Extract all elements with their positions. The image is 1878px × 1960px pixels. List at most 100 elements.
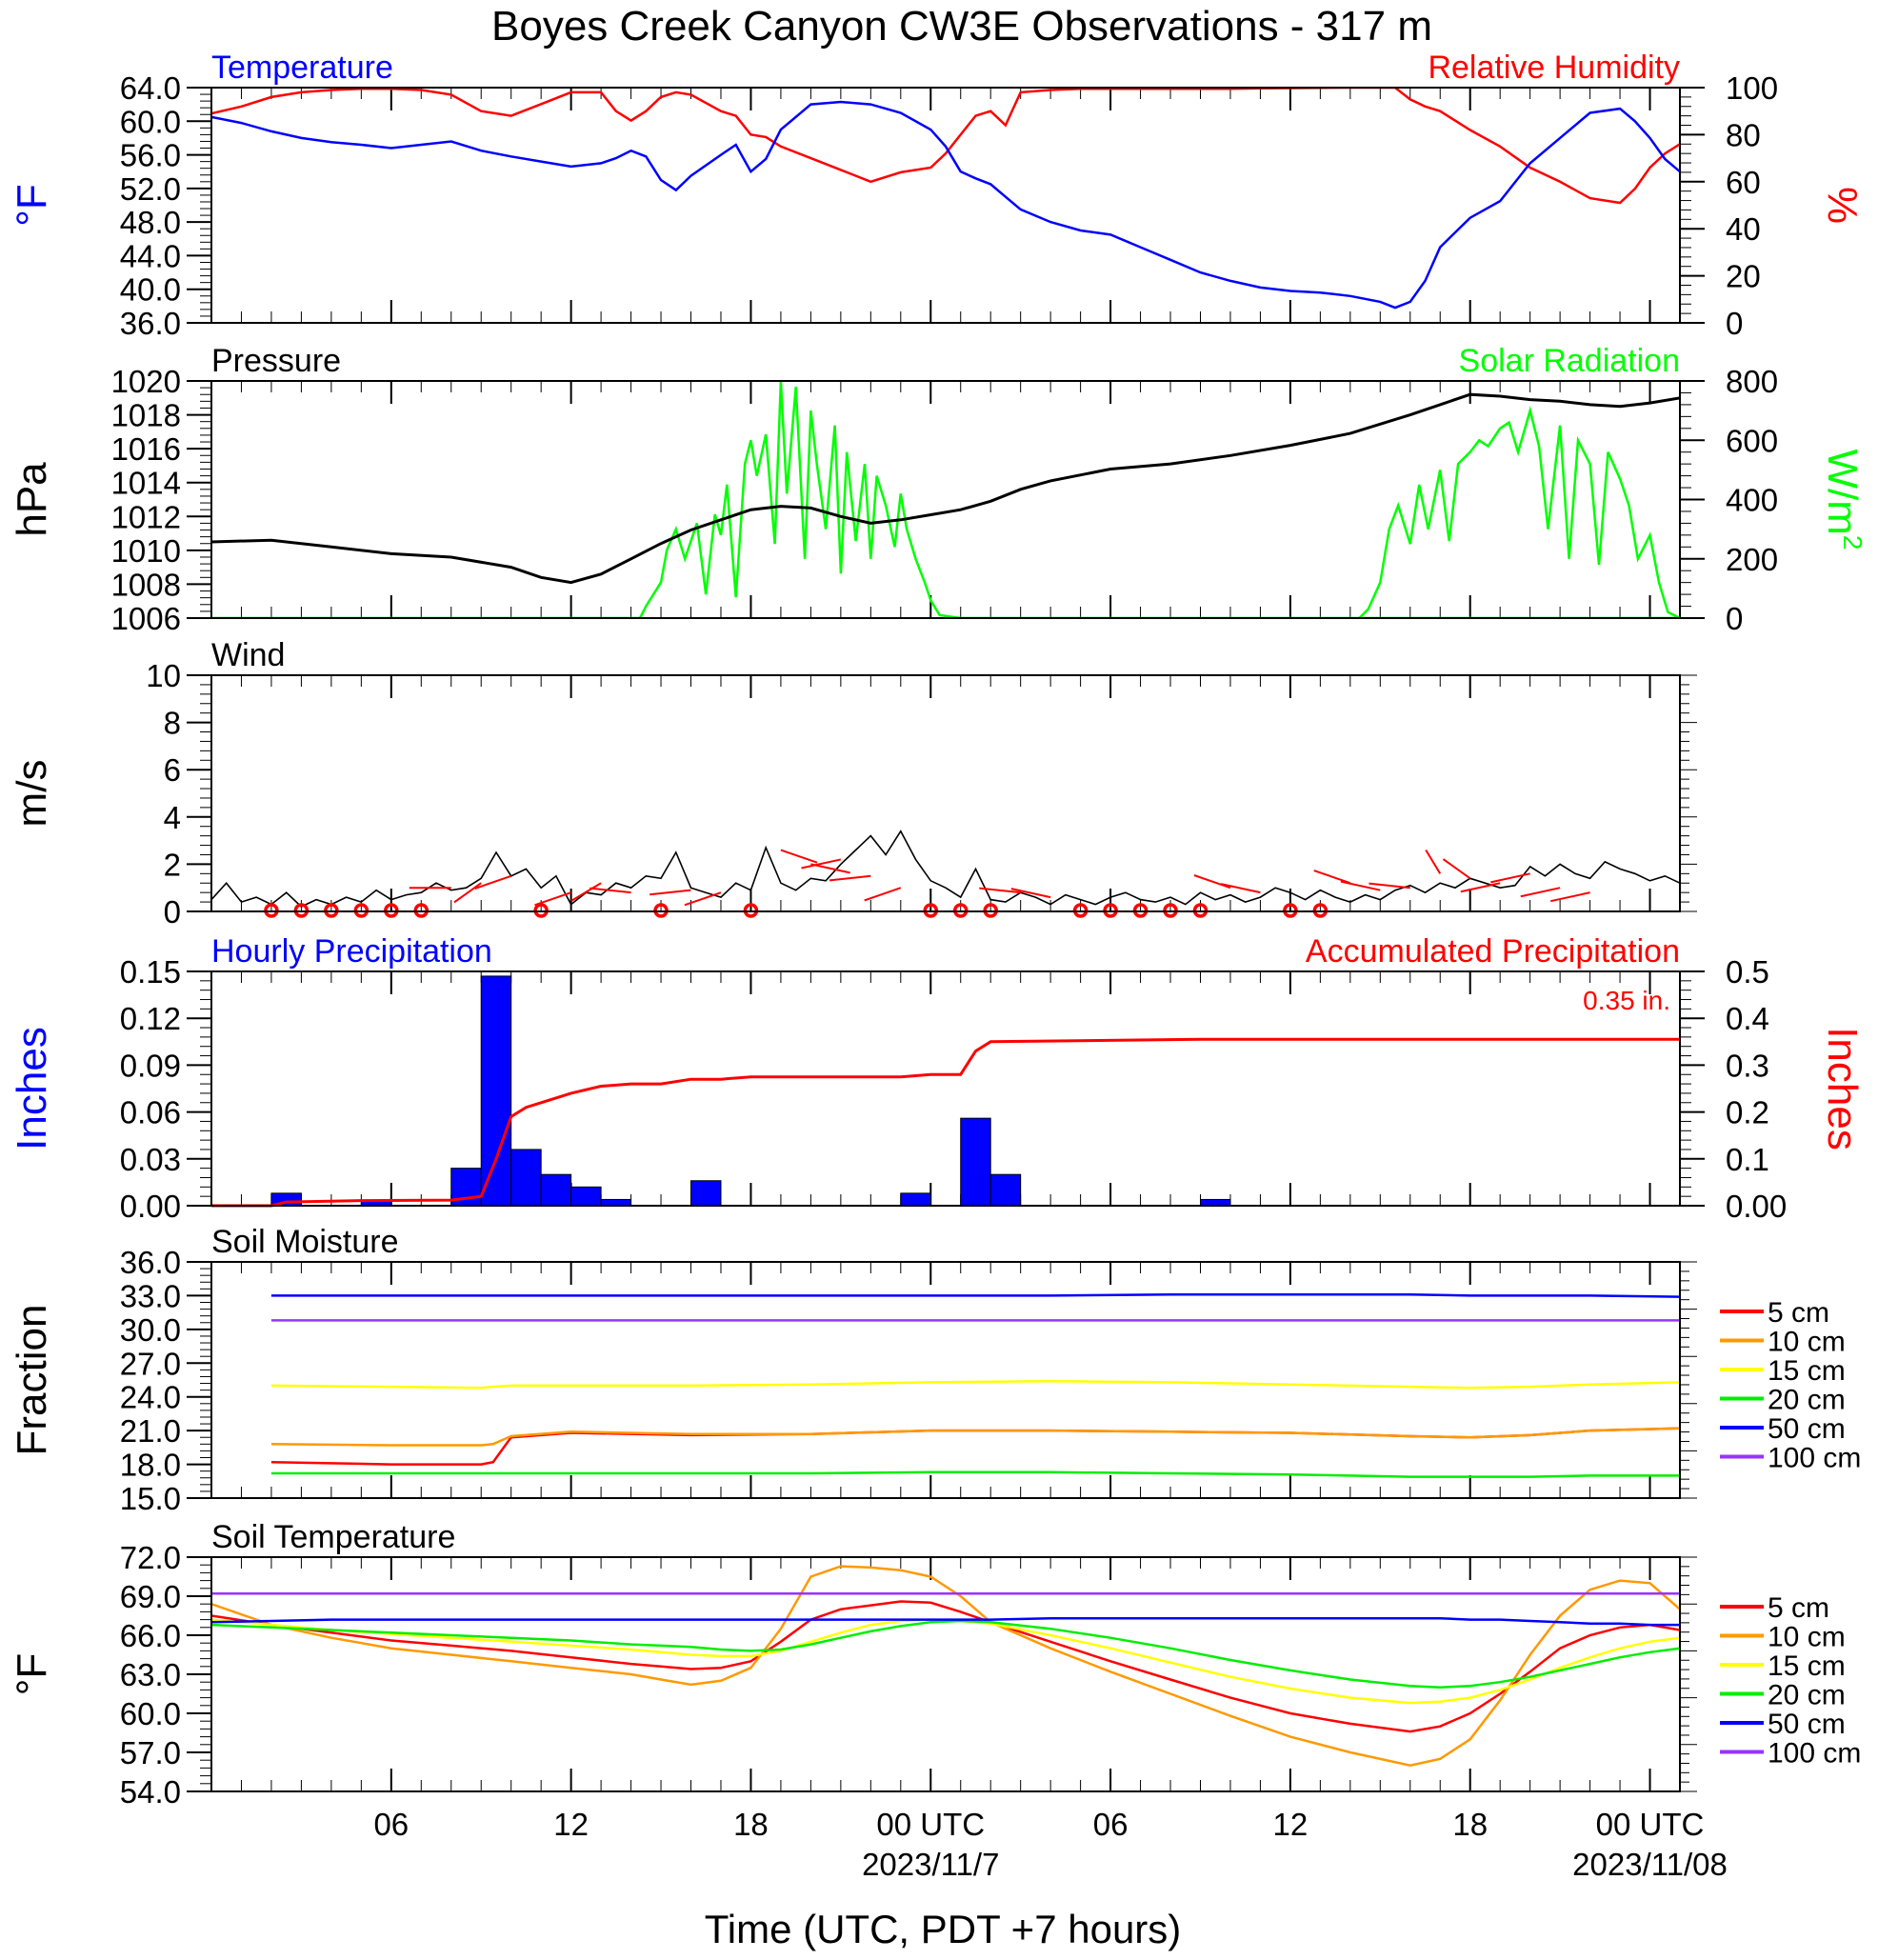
accumulated-total-label: 0.35 in. [1583, 986, 1670, 1015]
y-tick-label: 30.0 [120, 1312, 181, 1348]
precip-bar [900, 1192, 931, 1207]
x-date-label: 2023/11/08 [1572, 1847, 1728, 1882]
x-tick-label: 12 [553, 1807, 589, 1842]
wind-barb [1193, 874, 1231, 890]
humidity-line [211, 88, 1680, 205]
x-axis-label: Time (UTC, PDT +7 hours) [705, 1907, 1182, 1951]
x-tick-label: 00 UTC [876, 1807, 985, 1842]
y-tick-label: 54.0 [120, 1774, 181, 1810]
x-tick-label: 18 [1452, 1807, 1488, 1842]
wind-panel: 0 2 4 6 8 10 Wind m/s [9, 637, 1697, 930]
x-tick-label: 06 [1093, 1807, 1129, 1842]
y-tick-label: 0.12 [120, 1001, 181, 1036]
panel-left-title: Wind [211, 637, 285, 673]
y-tick-label: 0 [164, 894, 181, 930]
y-tick-label: 6 [164, 752, 181, 788]
soil-temperature-panel: 54.0 57.0 60.0 63.0 66.0 69.0 72.0 Soil Tempera… [9, 1519, 1861, 1882]
y-tick-label: 40.0 [120, 272, 181, 308]
panel-border [210, 1261, 1681, 1499]
y-tick-label: 1012 [111, 499, 181, 534]
soil-temperature-line [211, 1600, 1680, 1733]
precip-bar [510, 1149, 542, 1207]
legend-label: 15 cm [1768, 1650, 1846, 1682]
panel-right-title: Relative Humidity [1428, 50, 1680, 86]
panel-left-title: Soil Moisture [211, 1224, 399, 1260]
panel-border [210, 87, 1681, 324]
panel-border [210, 380, 1681, 619]
soil-moisture-line [270, 1379, 1680, 1390]
y-tick-label-right: 800 [1726, 364, 1778, 399]
precip-bar [989, 1173, 1022, 1207]
temperature-humidity-panel: 36.040.044.048.052.056.060.064.0 0 20 40 60 8… [9, 50, 1866, 341]
panel-left-title: Soil Temperature [211, 1519, 455, 1555]
legend-label: 50 cm [1768, 1709, 1846, 1740]
legend-label: 10 cm [1768, 1327, 1846, 1358]
legend-label: 100 cm [1768, 1738, 1861, 1770]
y-tick-label: 36.0 [120, 1245, 181, 1280]
wind-barb [829, 874, 871, 882]
wind-barb [1220, 883, 1261, 894]
panel-border [210, 970, 1681, 1207]
y-tick-label-right: 20 [1726, 259, 1761, 294]
wind-speed-line [211, 830, 1680, 908]
y-tick-label: 72.0 [120, 1540, 181, 1575]
wind-barb [1313, 870, 1351, 885]
x-tick-label: 00 UTC [1596, 1807, 1705, 1842]
wind-barb [1550, 891, 1590, 903]
y-tick-label: 0.00 [120, 1189, 181, 1224]
y-tick-label: 2 [164, 847, 181, 882]
wind-barb [1520, 887, 1561, 898]
y-tick-label: 56.0 [120, 138, 181, 173]
legend-label: 5 cm [1768, 1297, 1829, 1329]
y-axis-label-left: Inches [9, 1027, 55, 1150]
soil-moisture-panel: 15.018.021.024.027.030.033.036.0 Soil Moi… [9, 1224, 1861, 1516]
x-tick-label: 18 [733, 1807, 769, 1842]
wind-barb [649, 889, 691, 896]
wind-barb [979, 887, 1021, 894]
precip-bar [960, 1117, 991, 1207]
soil-temperature-line [211, 1619, 1680, 1689]
wind-barb [810, 863, 850, 874]
y-axis-label-superscript: 2 [1838, 535, 1868, 550]
y-tick-label: 48.0 [120, 205, 181, 240]
soil-temperature-line [211, 1618, 1680, 1705]
pressure-line [211, 392, 1680, 585]
y-tick-label: 1010 [111, 533, 181, 569]
wind-barb [1490, 872, 1530, 884]
y-tick-label-right: 600 [1726, 423, 1778, 458]
solar-radiation-line [211, 381, 1680, 618]
x-tick-label: 12 [1273, 1807, 1309, 1842]
y-axis-label-left: m/s [9, 760, 55, 828]
wind-barb [534, 891, 571, 907]
legend-label: 15 cm [1768, 1355, 1846, 1387]
y-tick-label: 60.0 [120, 104, 181, 139]
y-tick-label: 0.15 [120, 954, 181, 990]
precip-bar [690, 1180, 722, 1207]
plot-panels: 36.040.044.048.052.056.060.064.002040608… [9, 50, 1868, 1882]
wind-barb [1340, 880, 1381, 891]
solar-radiation-line [1358, 406, 1680, 618]
y-tick-label-right: 0.1 [1726, 1142, 1769, 1177]
y-tick-label: 1008 [111, 567, 181, 602]
y-tick-label: 60.0 [120, 1696, 181, 1731]
y-tick-label: 0.06 [120, 1095, 181, 1130]
wind-barb [801, 858, 842, 870]
soil-moisture-line [270, 1427, 1680, 1447]
y-tick-label-right: 0.2 [1726, 1095, 1769, 1130]
y-axis-label-left: °F [9, 1653, 55, 1695]
y-tick-label-right: 0.3 [1726, 1048, 1769, 1083]
wind-barb [1442, 858, 1471, 880]
wind-barb [589, 887, 631, 894]
y-tick-label: 1016 [111, 431, 181, 467]
legend-label: 100 cm [1768, 1443, 1861, 1474]
wind-barb [780, 849, 818, 864]
y-tick-label: 66.0 [120, 1618, 181, 1653]
wind-barb [684, 891, 722, 907]
wind-barb [474, 874, 512, 890]
y-tick-label: 33.0 [120, 1278, 181, 1313]
precip-bar [570, 1186, 602, 1207]
y-tick-label-right: 0.5 [1726, 954, 1769, 990]
y-tick-label: 64.0 [120, 70, 181, 106]
y-tick-label: 63.0 [120, 1657, 181, 1692]
y-tick-label: 0.03 [120, 1142, 181, 1177]
